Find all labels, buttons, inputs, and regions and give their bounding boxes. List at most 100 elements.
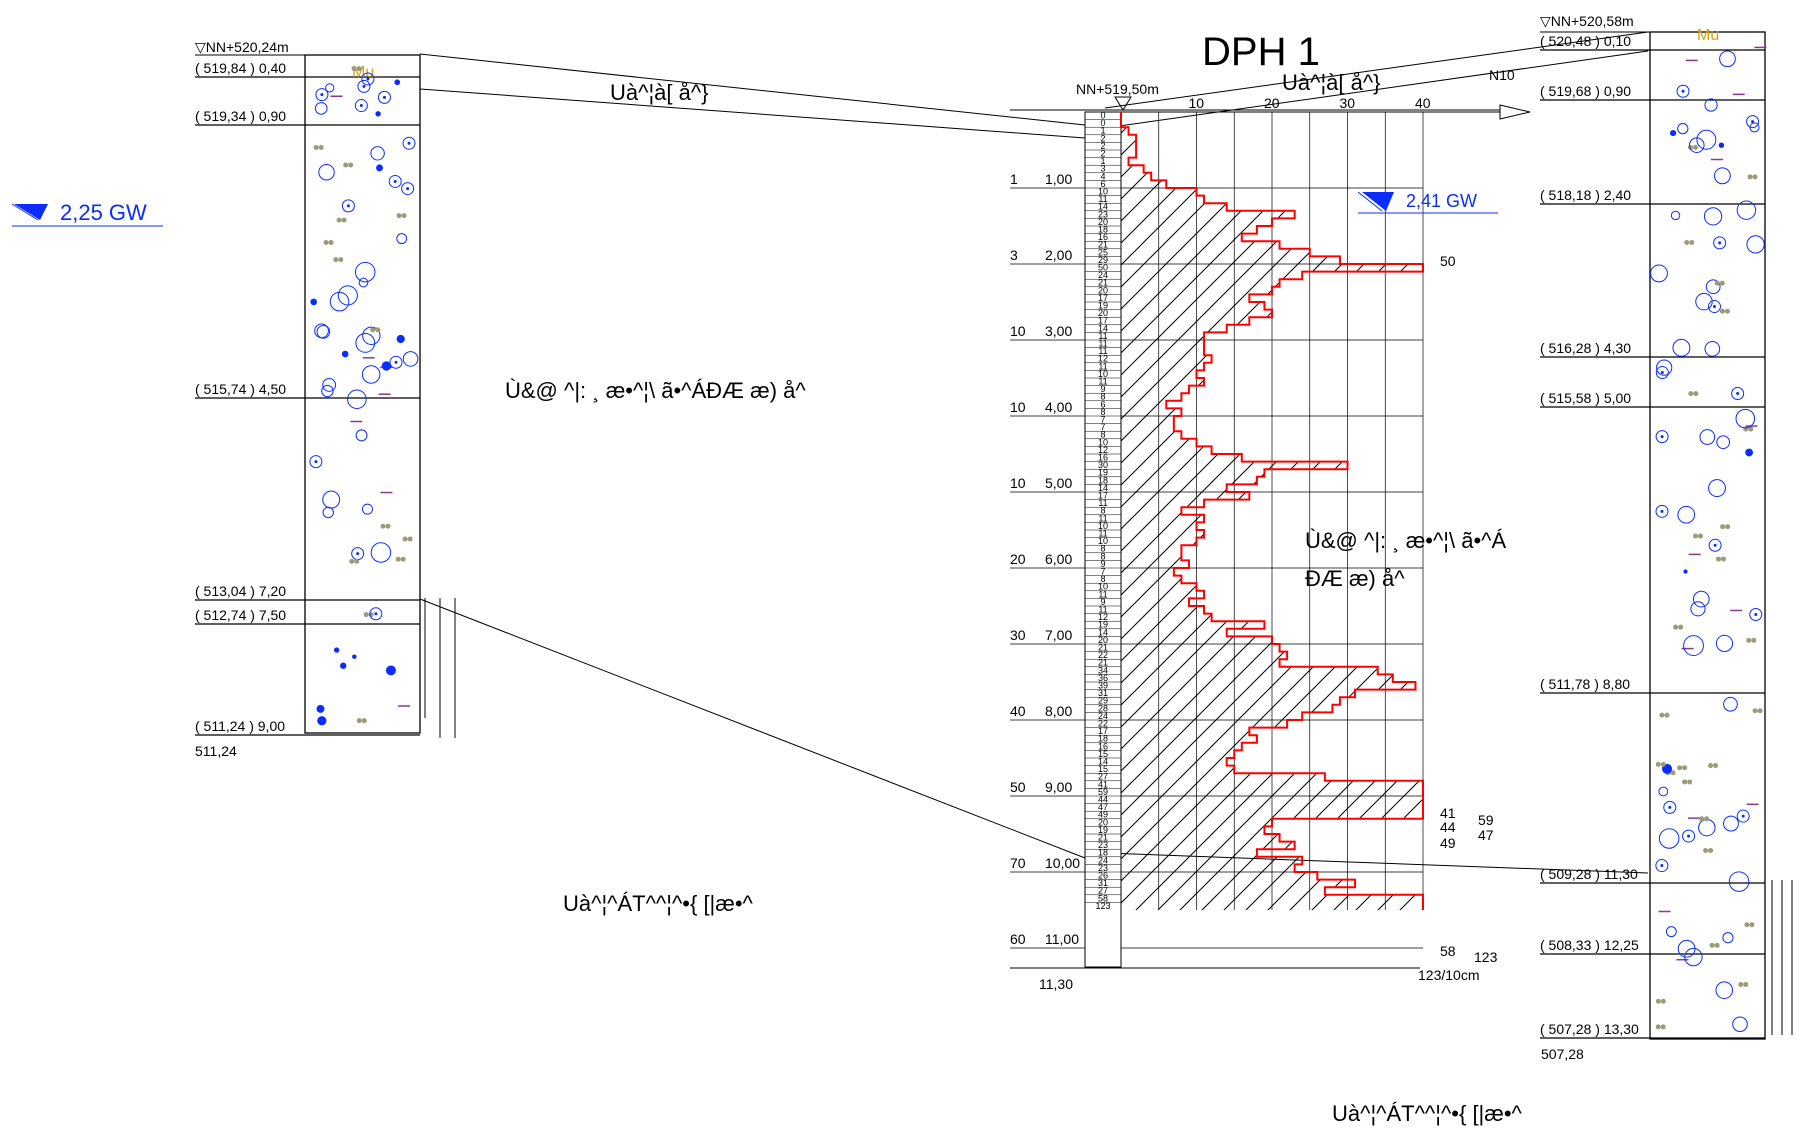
soil-symbol xyxy=(1720,556,1726,562)
left-layer-label: ( 513,04 ) 7,20 xyxy=(195,583,286,599)
soil-symbol xyxy=(1660,761,1666,767)
blow-count-cell: 14 xyxy=(1098,483,1108,493)
blow-count-cell: 20 xyxy=(1098,308,1108,318)
soil-symbol xyxy=(1723,815,1739,832)
blow-count-cell: 17 xyxy=(1098,491,1108,501)
blow-count-cell: 19 xyxy=(1098,620,1108,630)
soil-symbol xyxy=(1757,708,1763,714)
soil-symbol xyxy=(354,558,360,564)
soil-symbol xyxy=(1746,115,1760,129)
soil-symbol xyxy=(1708,538,1722,552)
blow-count-cell: 10 xyxy=(1098,536,1108,546)
probe-groundwater-marker: 2,41 GW xyxy=(1357,191,1498,214)
blow-count-cell: 16 xyxy=(1098,232,1108,242)
blow-count-cell: 8 xyxy=(1100,544,1105,554)
blow-count-cell: 21 xyxy=(1098,240,1108,250)
soil-symbol xyxy=(310,298,318,306)
blow-count-cell: 23 xyxy=(1098,209,1108,219)
soil-symbol xyxy=(389,355,403,369)
annotation-1: Uà^¦à[ å^} xyxy=(610,80,709,105)
probe-depth-value: 11,00 xyxy=(1045,931,1079,947)
soil-symbol xyxy=(1713,167,1731,185)
soil-symbol xyxy=(1682,829,1696,843)
correlation-lines xyxy=(419,31,1649,874)
soil-symbol xyxy=(1728,871,1750,892)
right-layer-label: ( 508,33 ) 12,25 xyxy=(1540,937,1639,953)
soil-symbol xyxy=(348,162,354,168)
soil-symbol xyxy=(1743,981,1749,987)
soil-symbol xyxy=(1683,569,1688,574)
soil-symbol xyxy=(1708,479,1726,498)
probe-depth-n: 40 xyxy=(1010,703,1026,719)
blow-count-cell: 14 xyxy=(1098,323,1108,333)
blow-count-cell: 8 xyxy=(1100,551,1105,561)
blow-count-cell: 6 xyxy=(1100,399,1105,409)
blow-count-cell: 18 xyxy=(1098,475,1108,485)
soil-symbol xyxy=(1670,210,1681,221)
blow-count-cell: 18 xyxy=(1098,848,1108,858)
soil-symbol xyxy=(1718,142,1725,148)
right-layer-label: ( 507,28 ) 13,30 xyxy=(1540,1021,1639,1037)
blow-count-cell: 47 xyxy=(1098,802,1108,812)
probe-peak-label: 41 xyxy=(1440,805,1456,821)
blow-count-cell: 12 xyxy=(1098,612,1108,622)
blow-count-cell: 10 xyxy=(1098,521,1108,531)
soil-symbol xyxy=(1749,922,1755,928)
right-soil-symbols xyxy=(1650,46,1767,1033)
blow-count-cell: 11 xyxy=(1098,377,1107,387)
soil-symbol xyxy=(328,240,334,246)
left-layer-label: ( 519,84 ) 0,40 xyxy=(195,60,286,76)
soil-symbol xyxy=(388,174,402,188)
probe-depth-n: 10 xyxy=(1010,323,1026,339)
probe-depth-value: 1,00 xyxy=(1045,171,1072,187)
soil-symbol xyxy=(1687,779,1693,785)
soil-symbol xyxy=(355,333,376,353)
left-borehole: ▽NN+520,24m ( 519,84 ) 0,40 ( 519,34 ) 0,… xyxy=(195,39,456,759)
soil-symbol xyxy=(1650,264,1668,283)
blow-count-cell: 11 xyxy=(1098,361,1107,371)
blow-count-cell: 11 xyxy=(1098,589,1107,599)
blow-count-cell: 30 xyxy=(1098,460,1108,470)
blow-count-cell: 9 xyxy=(1100,559,1105,569)
blow-count-cell: 14 xyxy=(1098,757,1108,767)
soil-symbol xyxy=(1670,770,1676,776)
soil-symbol xyxy=(385,665,396,676)
soil-symbol xyxy=(1656,359,1673,376)
blow-count-cell: 10 xyxy=(1098,369,1108,379)
soil-symbol xyxy=(377,90,391,104)
probe-depth-n: 1 xyxy=(1010,171,1018,187)
left-layer-label: ( 511,24 ) 9,00 xyxy=(195,718,285,734)
soil-symbol xyxy=(1752,174,1758,180)
blow-count-cell: 58 xyxy=(1098,893,1108,903)
left-borehole-column xyxy=(304,54,421,734)
soil-symbol xyxy=(370,146,385,161)
soil-symbol xyxy=(1695,292,1713,311)
probe-peak-label: 47 xyxy=(1478,827,1494,843)
probe-log: NN+519,50m N10 10 20 30 40 0012221346101114… xyxy=(1010,67,1531,992)
blow-count-cell: 2 xyxy=(1100,133,1105,143)
soil-symbol xyxy=(341,199,355,213)
blow-count-cell: 10 xyxy=(1098,187,1108,197)
probe-depth-n: 20 xyxy=(1010,551,1026,567)
blow-count-cell: 44 xyxy=(1098,795,1108,805)
blow-count-cell: 34 xyxy=(1098,665,1108,675)
soil-symbol xyxy=(1655,859,1669,873)
blow-count-cell: 17 xyxy=(1098,293,1108,303)
soil-symbol xyxy=(394,79,401,86)
soil-symbol xyxy=(1690,601,1706,617)
right-layer-label: ( 509,28 ) 11,30 xyxy=(1540,866,1638,882)
blow-count-cell: 24 xyxy=(1098,855,1108,865)
soil-symbol xyxy=(401,213,407,219)
soil-symbol xyxy=(1665,926,1677,938)
soil-symbol xyxy=(352,654,357,659)
probe-depth-value: 5,00 xyxy=(1045,475,1072,491)
soil-symbol xyxy=(1658,828,1680,849)
blow-count-cell: 21 xyxy=(1098,833,1108,843)
blow-count-cell: 8 xyxy=(1100,407,1105,417)
soil-symbol xyxy=(315,88,329,102)
soil-symbol xyxy=(376,164,383,172)
soil-symbol xyxy=(347,389,367,410)
blow-count-cell: 24 xyxy=(1098,711,1108,721)
soil-symbol xyxy=(1715,981,1734,999)
blow-count-cell: 22 xyxy=(1098,719,1108,729)
